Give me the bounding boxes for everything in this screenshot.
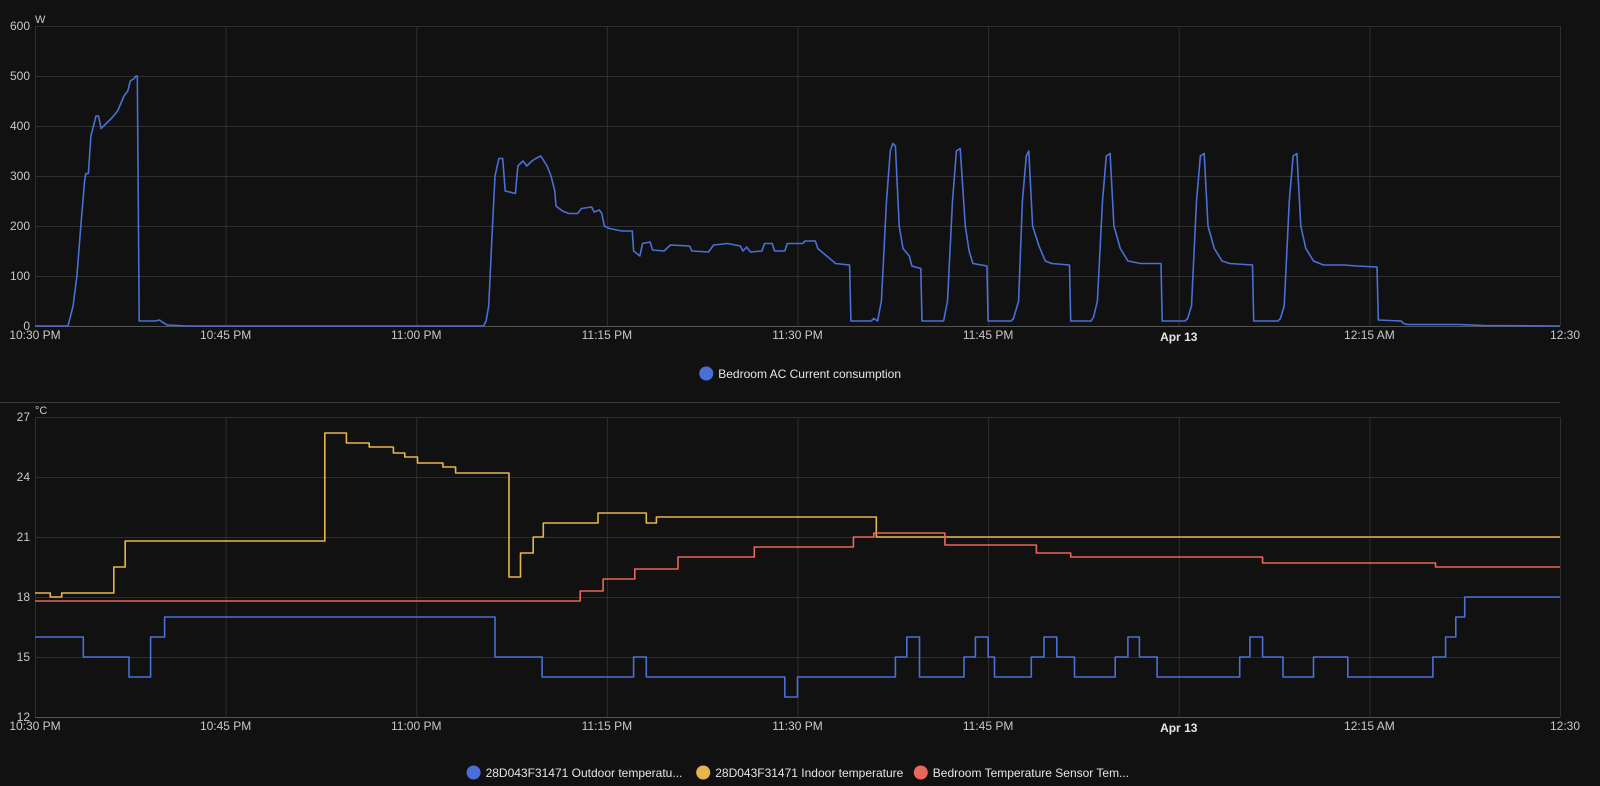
y-tick-label: 500 <box>10 69 30 83</box>
series-line-1 <box>35 596 1560 698</box>
legend-item[interactable]: Bedroom AC Current consumption <box>699 366 901 382</box>
x-tick-label: 10:30 PM <box>9 719 60 733</box>
x-tick-label: Apr 13 <box>1160 721 1198 735</box>
legend-label: 28D043F31471 Outdoor temperatu... <box>486 766 683 780</box>
legend-item[interactable]: Bedroom Temperature Sensor Tem... <box>913 765 1129 781</box>
legend: Bedroom AC Current consumption <box>699 366 901 382</box>
series-line-2 <box>35 432 1560 598</box>
x-tick-label: 12:15 AM <box>1344 328 1395 342</box>
x-tick-label: 11:30 PM <box>772 719 822 733</box>
y-tick-label: 200 <box>10 219 30 233</box>
legend-swatch <box>696 765 711 780</box>
chart-2: 12 15 18 21 24 27 °C 10:30 PM 10:45 PM 11:00 PM 11… <box>9 405 1580 780</box>
x-tick-label: 11:30 PM <box>772 328 822 342</box>
legend: 28D043F31471 Outdoor temperatu... 28D043F… <box>466 765 1129 781</box>
y-tick-label: 27 <box>17 410 31 424</box>
y-tick-label: 600 <box>10 19 30 33</box>
y-tick-label: 0 <box>23 319 30 333</box>
y-axis-unit: °C <box>35 405 47 417</box>
y-tick-label: 400 <box>10 119 30 133</box>
x-tick-label: Apr 13 <box>1160 330 1198 344</box>
y-tick-label: 300 <box>10 169 30 183</box>
x-tick-label: 11:00 PM <box>391 328 441 342</box>
y-tick-label: 24 <box>17 470 31 484</box>
legend-item[interactable]: 28D043F31471 Indoor temperature <box>696 765 904 781</box>
y-axis-unit: W <box>35 14 46 26</box>
series-line-3 <box>35 532 1560 602</box>
y-tick-label: 12 <box>17 710 31 724</box>
x-tick-label: 12:30 <box>1550 719 1580 733</box>
y-tick-label: 18 <box>17 590 31 604</box>
x-tick-label: 10:45 PM <box>200 719 251 733</box>
legend-label: Bedroom AC Current consumption <box>718 367 901 381</box>
x-tick-label: 11:15 PM <box>582 719 632 733</box>
legend-label: 28D043F31471 Indoor temperature <box>715 766 903 780</box>
y-tick-label: 15 <box>17 650 31 664</box>
x-tick-label: 12:30 <box>1550 328 1580 342</box>
legend-swatch <box>699 366 714 381</box>
x-tick-label: 11:45 PM <box>963 328 1013 342</box>
chart-1: 0 100 200 300 400 500 600 W 10:30 PM 10:45 PM 11:0… <box>9 14 1580 381</box>
x-tick-label: 11:15 PM <box>582 328 632 342</box>
x-tick-label: 10:45 PM <box>200 328 251 342</box>
x-tick-label: 11:00 PM <box>391 719 441 733</box>
legend-label: Bedroom Temperature Sensor Tem... <box>933 766 1129 780</box>
x-tick-label: 10:30 PM <box>9 328 60 342</box>
x-tick-label: 11:45 PM <box>963 719 1013 733</box>
legend-swatch <box>466 765 481 780</box>
series-line-1 <box>35 75 1560 327</box>
y-tick-label: 21 <box>17 530 31 544</box>
y-tick-label: 100 <box>10 269 30 283</box>
legend-item[interactable]: 28D043F31471 Outdoor temperatu... <box>466 765 683 781</box>
x-tick-label: 12:15 AM <box>1344 719 1395 733</box>
legend-swatch <box>913 765 928 780</box>
